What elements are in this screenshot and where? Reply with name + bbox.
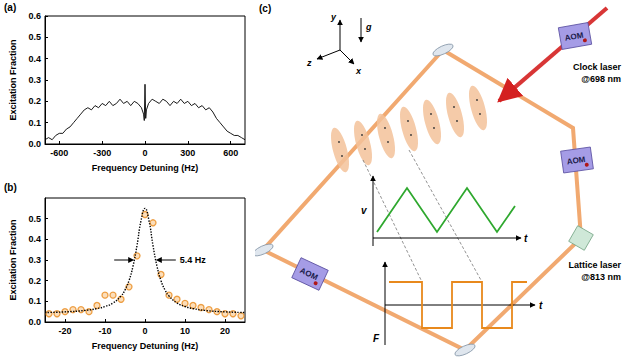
svg-text:z: z [306,58,312,68]
svg-text:Excitation Fraction: Excitation Fraction [8,219,18,300]
svg-text:20: 20 [220,326,230,336]
svg-text:0: 0 [142,326,147,336]
svg-text:0.5: 0.5 [28,214,41,224]
svg-text:0.3: 0.3 [28,255,41,265]
svg-text:0.1: 0.1 [28,118,41,128]
svg-text:600: 600 [223,148,238,158]
svg-text:Excitation Fraction: Excitation Fraction [8,39,18,120]
svg-text:t: t [524,233,528,244]
svg-text:(a): (a) [4,2,16,13]
svg-text:g: g [365,22,372,32]
svg-text:Frequency Detuning (Hz): Frequency Detuning (Hz) [92,163,199,173]
svg-text:-20: -20 [58,326,71,336]
svg-text:t: t [539,300,543,311]
svg-text:Frequency Detuning (Hz): Frequency Detuning (Hz) [92,341,199,351]
svg-text:5.4 Hz: 5.4 Hz [180,255,207,265]
svg-text:0.6: 0.6 [28,11,41,21]
svg-text:y: y [330,12,337,22]
svg-text:@698 nm: @698 nm [581,74,621,84]
svg-text:0: 0 [142,148,147,158]
svg-text:F: F [373,333,380,344]
svg-text:0.5: 0.5 [28,32,41,42]
svg-text:(b): (b) [4,182,17,193]
svg-text:10: 10 [180,326,190,336]
svg-text:x: x [355,66,362,76]
svg-text:AOM: AOM [564,31,584,43]
svg-text:300: 300 [180,148,195,158]
svg-text:@813 nm: @813 nm [581,272,621,282]
svg-text:0.1: 0.1 [28,296,41,306]
svg-text:-10: -10 [98,326,111,336]
svg-text:AOM: AOM [566,155,586,167]
svg-text:0.0: 0.0 [28,139,41,149]
svg-text:(c): (c) [259,3,271,14]
svg-text:0.2: 0.2 [28,96,41,106]
svg-text:0.0: 0.0 [28,317,41,327]
svg-text:-600: -600 [50,148,68,158]
svg-text:Clock laser: Clock laser [573,62,622,72]
svg-text:0.4: 0.4 [28,234,41,244]
svg-text:0.4: 0.4 [28,54,41,64]
svg-text:Lattice laser: Lattice laser [568,260,621,270]
svg-text:AOM: AOM [299,266,320,282]
svg-text:v: v [361,205,368,216]
svg-text:0.3: 0.3 [28,75,41,85]
svg-text:0.2: 0.2 [28,276,41,286]
svg-text:-300: -300 [93,148,111,158]
